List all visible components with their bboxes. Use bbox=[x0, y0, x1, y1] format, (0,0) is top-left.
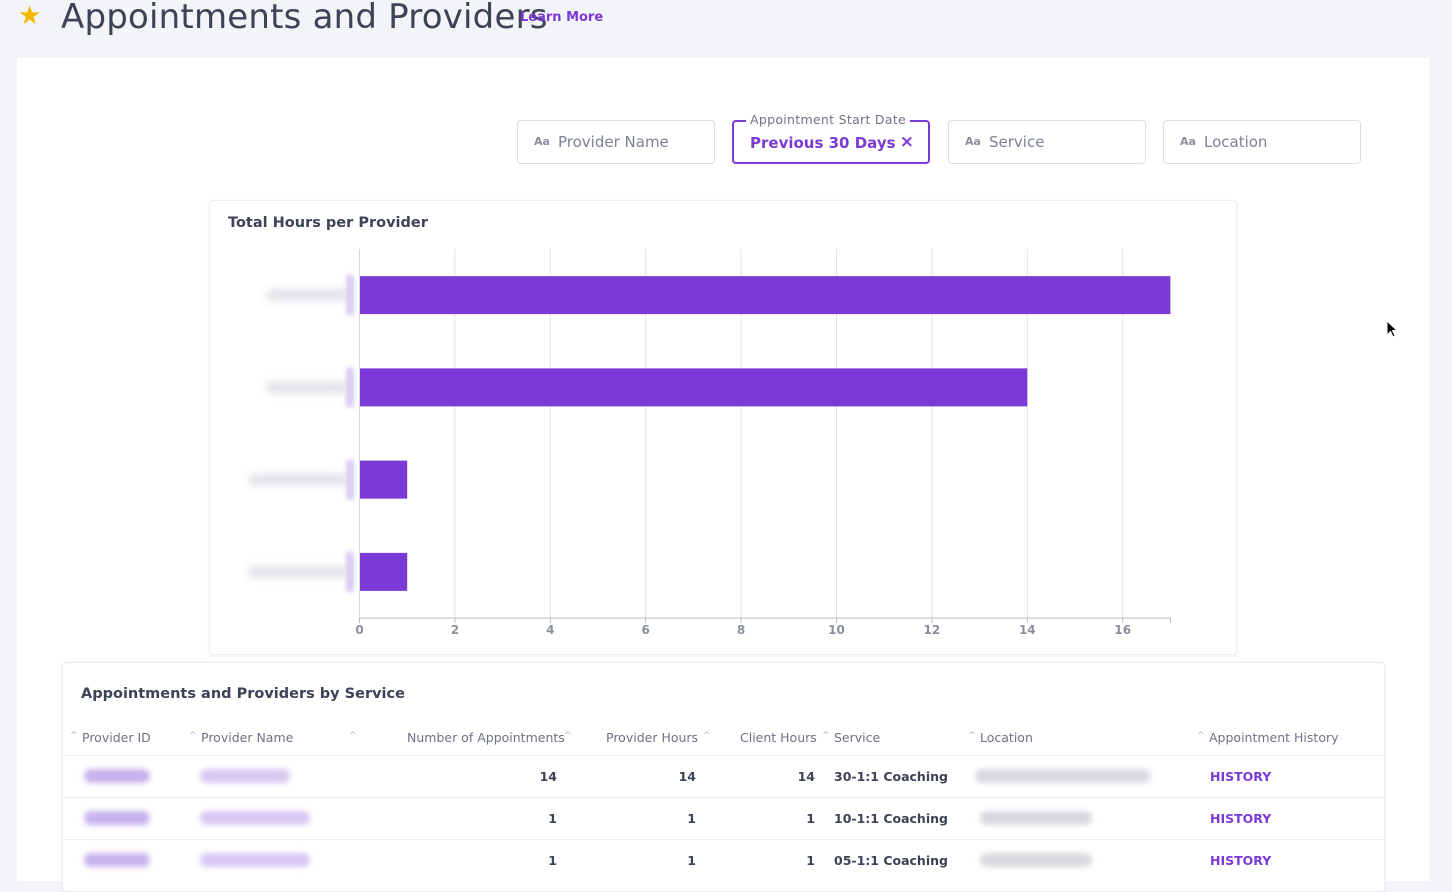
category-label-redacted bbox=[266, 289, 348, 302]
client-hours-cell: 1 bbox=[806, 811, 815, 826]
provider-name-filter[interactable]: Aa Provider Name bbox=[517, 120, 715, 164]
x-tick-label: 16 bbox=[1114, 623, 1131, 637]
col-provider-hours[interactable]: Provider Hours bbox=[606, 730, 699, 745]
provider-name-redacted bbox=[200, 811, 310, 825]
table-divider bbox=[62, 839, 1384, 840]
col-location[interactable]: Location bbox=[980, 730, 1033, 745]
provider-id-redacted[interactable] bbox=[84, 853, 150, 867]
table-divider bbox=[62, 797, 1384, 798]
x-tick-label: 8 bbox=[737, 623, 745, 637]
location-filter[interactable]: Aa Location bbox=[1163, 120, 1361, 164]
sort-caret-icon[interactable]: ^ bbox=[822, 731, 830, 741]
text-filter-icon: Aa bbox=[1180, 135, 1196, 148]
provider-name-redacted bbox=[200, 769, 290, 783]
provider-hours-cell: 1 bbox=[687, 811, 696, 826]
category-marker bbox=[346, 459, 354, 500]
x-tick-label: 14 bbox=[1019, 623, 1036, 637]
provider-id-redacted[interactable] bbox=[84, 811, 150, 825]
sort-caret-icon[interactable]: ^ bbox=[189, 731, 197, 741]
page-title: Appointments and Providers bbox=[61, 0, 548, 37]
provider-name-placeholder: Provider Name bbox=[558, 133, 669, 151]
appointments-cell: 1 bbox=[548, 811, 557, 826]
service-filter[interactable]: Aa Service bbox=[948, 120, 1146, 164]
sort-caret-icon[interactable]: ^ bbox=[349, 731, 357, 741]
category-marker bbox=[346, 275, 354, 316]
category-marker bbox=[346, 551, 354, 592]
chart-title: Total Hours per Provider bbox=[228, 215, 428, 231]
start-date-value: Previous 30 Days bbox=[750, 134, 896, 152]
category-label-redacted bbox=[266, 381, 348, 394]
appointment-start-date-filter[interactable]: Appointment Start Date Previous 30 Days … bbox=[732, 112, 930, 164]
location-redacted bbox=[980, 811, 1092, 825]
clear-filter-icon[interactable]: × bbox=[899, 132, 914, 152]
col-appointment-history[interactable]: Appointment History bbox=[1209, 730, 1339, 745]
mouse-cursor-icon bbox=[1386, 320, 1399, 338]
history-link[interactable]: HISTORY bbox=[1210, 769, 1272, 784]
provider-id-redacted[interactable] bbox=[84, 769, 150, 783]
location-redacted bbox=[975, 769, 1150, 783]
category-label-redacted bbox=[248, 565, 348, 578]
x-tick-label: 2 bbox=[451, 623, 459, 637]
client-hours-cell: 14 bbox=[797, 769, 815, 784]
category-marker bbox=[346, 367, 354, 408]
sort-caret-icon[interactable]: ^ bbox=[968, 731, 976, 741]
bar bbox=[360, 460, 408, 499]
bar bbox=[360, 276, 1171, 315]
bar bbox=[360, 552, 408, 591]
service-cell: 10-1:1 Coaching bbox=[834, 811, 948, 826]
provider-hours-cell: 1 bbox=[687, 853, 696, 868]
category-label-redacted bbox=[248, 473, 348, 486]
client-hours-cell: 1 bbox=[806, 853, 815, 868]
col-provider-id[interactable]: Provider ID bbox=[82, 730, 151, 745]
col-service[interactable]: Service bbox=[834, 730, 881, 745]
provider-hours-cell: 14 bbox=[678, 769, 696, 784]
location-placeholder: Location bbox=[1204, 133, 1268, 151]
text-filter-icon: Aa bbox=[965, 135, 981, 148]
col-client-hours[interactable]: Client Hours bbox=[740, 730, 817, 745]
x-tick-label: 10 bbox=[828, 623, 845, 637]
sort-caret-icon[interactable]: ^ bbox=[703, 731, 711, 741]
appointments-cell: 1 bbox=[548, 853, 557, 868]
table-divider bbox=[62, 755, 1384, 756]
provider-name-redacted bbox=[200, 853, 310, 867]
chart-card: Total Hours per Provider bbox=[209, 200, 1237, 655]
start-date-label: Appointment Start Date bbox=[746, 112, 911, 127]
service-cell: 30-1:1 Coaching bbox=[834, 769, 948, 784]
bar bbox=[360, 368, 1028, 407]
learn-more-link[interactable]: Learn More bbox=[520, 10, 604, 25]
favorite-star-icon[interactable]: ★ bbox=[18, 1, 42, 31]
page-header: ★ Appointments and Providers Learn More bbox=[0, 0, 1452, 58]
sort-caret-icon[interactable]: ^ bbox=[70, 731, 78, 741]
sort-caret-icon[interactable]: ^ bbox=[1197, 731, 1205, 741]
table-title: Appointments and Providers by Service bbox=[81, 686, 405, 702]
x-tick-label: 0 bbox=[355, 623, 363, 637]
x-tick-label: 4 bbox=[546, 623, 554, 637]
location-redacted bbox=[980, 853, 1092, 867]
x-tick-label: 12 bbox=[924, 623, 941, 637]
service-cell: 05-1:1 Coaching bbox=[834, 853, 948, 868]
col-provider-name[interactable]: Provider Name bbox=[201, 730, 294, 745]
col-number-of-appointments[interactable]: Number of Appointments bbox=[407, 730, 565, 745]
history-link[interactable]: HISTORY bbox=[1210, 811, 1272, 826]
service-placeholder: Service bbox=[989, 133, 1045, 151]
history-link[interactable]: HISTORY bbox=[1210, 853, 1272, 868]
text-filter-icon: Aa bbox=[534, 135, 550, 148]
sort-caret-icon[interactable]: ^ bbox=[564, 731, 572, 741]
x-tick-label: 6 bbox=[642, 623, 650, 637]
appointments-cell: 14 bbox=[539, 769, 557, 784]
